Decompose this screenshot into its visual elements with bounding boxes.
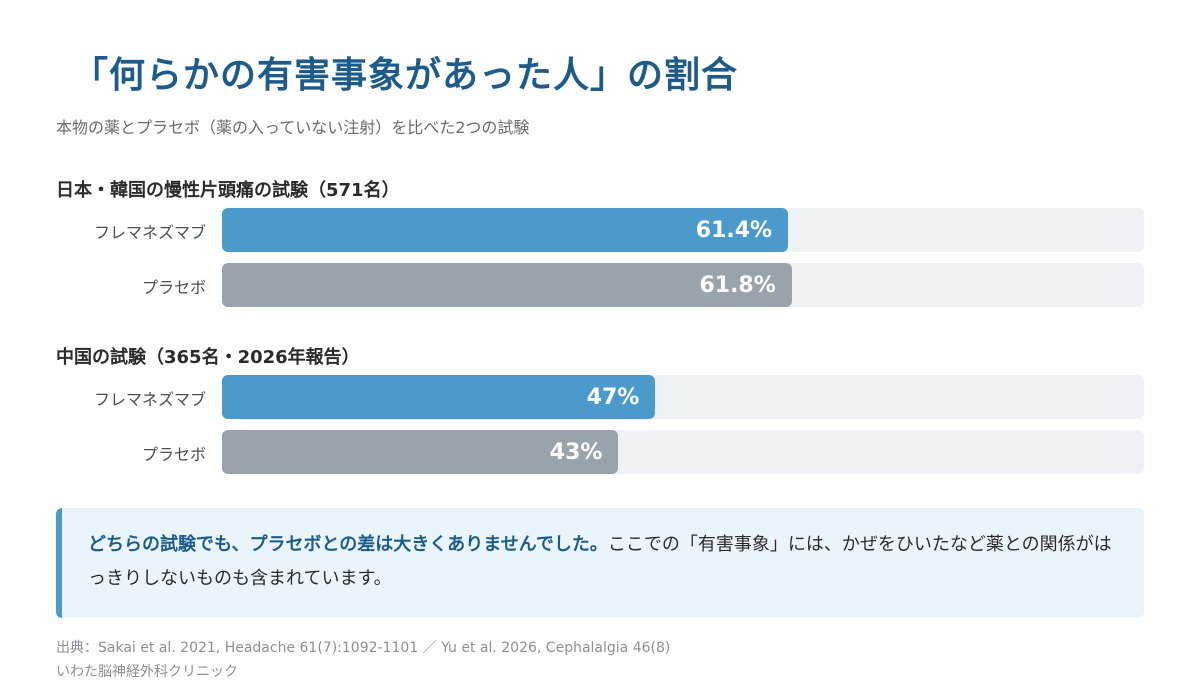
bar-value-label: 43%	[549, 439, 603, 465]
bar-label: フレマネズマブ	[93, 223, 206, 242]
source-citation: 出典：Sakai et al. 2021, Headache 61(7):109…	[56, 640, 671, 656]
note-text: ここでの「有害事象」には、かぜをひいたなど薬との関係がはっきりしないものも含まれ…	[88, 534, 1112, 589]
bar-track: 47%	[222, 375, 1144, 419]
bar-fremanezumab-japan-korea: 61.4%	[222, 208, 789, 252]
bar-fremanezumab-china: 47%	[222, 375, 656, 419]
bar-value-label: 61.4%	[695, 217, 773, 243]
bar-value-label: 61.8%	[699, 272, 776, 298]
bar-track: 61.8%	[222, 263, 1144, 307]
note-box: どちらの試験でも、プラセボとの差は大きくありませんでした。ここでの「有害事象」に…	[56, 508, 1144, 618]
chart-subtitle: 本物の薬とプラセボ（薬の入っていない注射）を比べた2つの試験	[56, 118, 530, 137]
bar-label: フレマネズマブ	[93, 390, 206, 409]
bar-placebo-china: 43%	[222, 430, 619, 474]
bar-label: プラセボ	[141, 445, 206, 464]
bar-track: 43%	[222, 430, 1144, 474]
bar-value-label: 47%	[586, 384, 640, 410]
chart-title: 「何らかの有害事象があった人」の割合	[72, 55, 739, 96]
bar-placebo-japan-korea: 61.8%	[222, 263, 792, 307]
group-title-china: 中国の試験（365名・2026年報告）	[56, 347, 360, 368]
note-emphasis: どちらの試験でも、プラセボとの差は大きくありませんでした。	[88, 534, 608, 555]
bar-label: プラセボ	[141, 278, 206, 297]
group-title-japan-korea: 日本・韓国の慢性片頭痛の試験（571名）	[56, 180, 400, 201]
bar-track: 61.4%	[222, 208, 1144, 252]
clinic-name: いわた脳神経外科クリニック	[56, 664, 238, 680]
